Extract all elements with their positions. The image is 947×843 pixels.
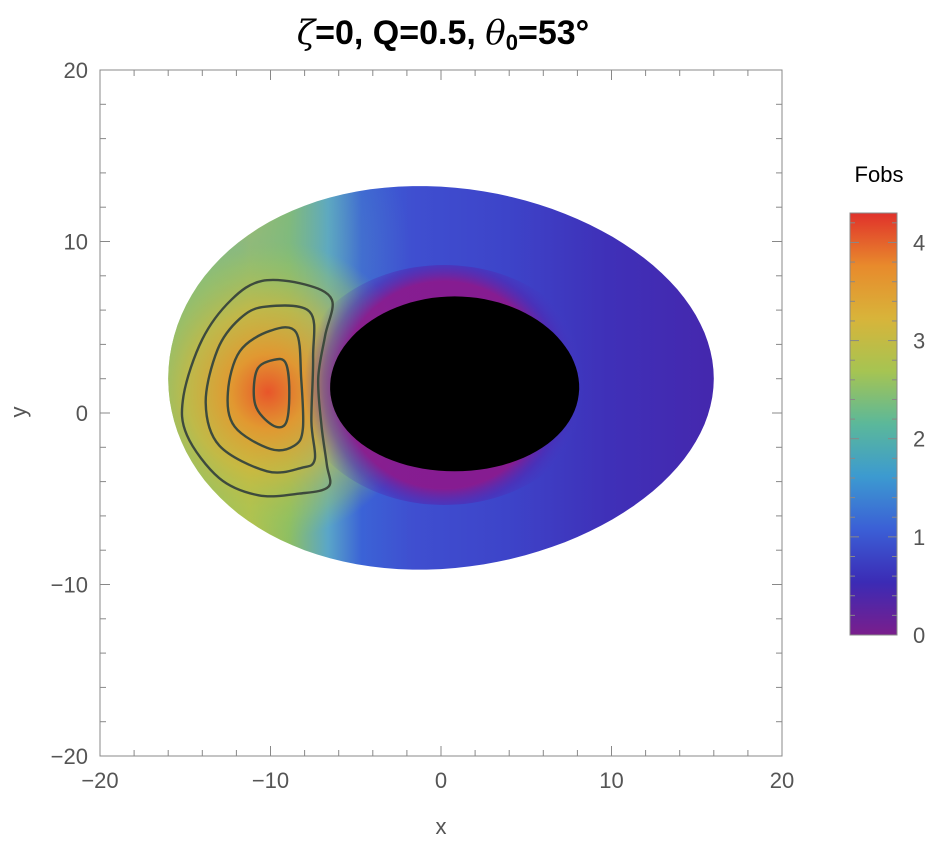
contour-line-1	[226, 326, 305, 452]
x-tick-label: 20	[770, 768, 794, 793]
y-tick-label: 0	[76, 401, 88, 426]
title-zeta-symbol: ζ	[297, 13, 318, 53]
colorbar-tick-label: 3	[913, 329, 925, 354]
contour-line-3	[180, 278, 334, 498]
x-tick-label: −10	[252, 768, 289, 793]
contour-line-2	[204, 304, 317, 474]
colorbar-tick-label: 4	[913, 230, 925, 255]
chart-title: ζ=0, Q=0.5, θ0=53°	[297, 13, 590, 55]
x-tick-label: 0	[435, 768, 447, 793]
title-zeta-value: =0, Q=0.5,	[315, 14, 485, 52]
contour-lines	[180, 278, 334, 498]
colorbar: Fobs 0 1 2 3 4	[849, 162, 925, 648]
x-tick-label: −20	[81, 768, 118, 793]
black-hole-shadow	[330, 296, 580, 472]
colorbar-tick-label: 0	[913, 623, 925, 648]
title-theta-symbol: θ	[485, 13, 505, 53]
colorbar-tick-label: 2	[913, 427, 925, 452]
y-tick-label: −20	[51, 744, 88, 769]
title-theta-value: =53°	[518, 14, 589, 52]
colorbar-title: Fobs	[855, 162, 904, 187]
y-tick-labels: −20 −10 0 10 20	[51, 58, 88, 769]
y-tick-label: 20	[64, 58, 88, 83]
axis-ticks	[99, 69, 783, 757]
colorbar-tick-label: 1	[913, 525, 925, 550]
y-tick-label: 10	[64, 230, 88, 255]
x-axis-label: x	[436, 814, 447, 839]
y-tick-label: −10	[51, 573, 88, 598]
title-theta-subscript: 0	[506, 30, 518, 55]
plot-area	[168, 186, 714, 570]
colorbar-ticks: 0 1 2 3 4	[850, 222, 925, 648]
x-tick-labels: −20 −10 0 10 20	[81, 768, 794, 793]
x-tick-label: 10	[599, 768, 623, 793]
colorbar-scale	[849, 212, 898, 636]
y-axis-label: y	[6, 407, 31, 418]
contour-line-0	[252, 357, 291, 429]
